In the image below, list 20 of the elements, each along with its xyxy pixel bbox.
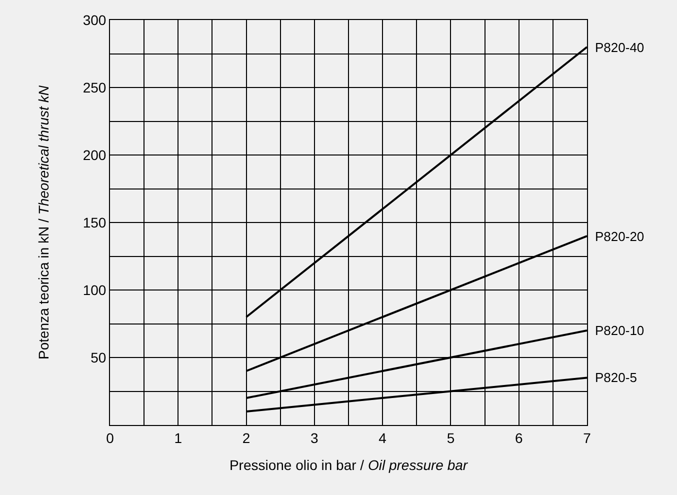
x-tick-label: 0: [106, 430, 114, 446]
x-tick-label: 2: [242, 430, 250, 446]
x-tick-label: 5: [446, 430, 455, 446]
y-tick-label: 250: [82, 79, 106, 96]
x-tick-label: 7: [583, 430, 592, 446]
series-label: P820-10: [595, 323, 644, 338]
x-tick-label: 3: [310, 430, 319, 446]
y-axis-title: Potenza teorica in kN / Theoretical thrust kN: [35, 84, 52, 360]
series-label: P820-5: [595, 370, 637, 385]
series-label: P820-20: [595, 229, 644, 244]
x-axis-title: Pressione olio in bar / Oil pressure bar: [229, 457, 469, 474]
series-label: P820-40: [595, 40, 644, 55]
y-tick-label: 150: [82, 214, 106, 230]
x-tick-label: 6: [514, 430, 523, 446]
x-tick-label: 1: [174, 430, 182, 446]
y-tick-label: 100: [82, 282, 106, 298]
y-tick-label: 200: [82, 146, 106, 163]
x-tick-label: 4: [378, 430, 387, 446]
y-tick-label: 300: [82, 12, 106, 28]
y-tick-label: 50: [90, 349, 106, 366]
